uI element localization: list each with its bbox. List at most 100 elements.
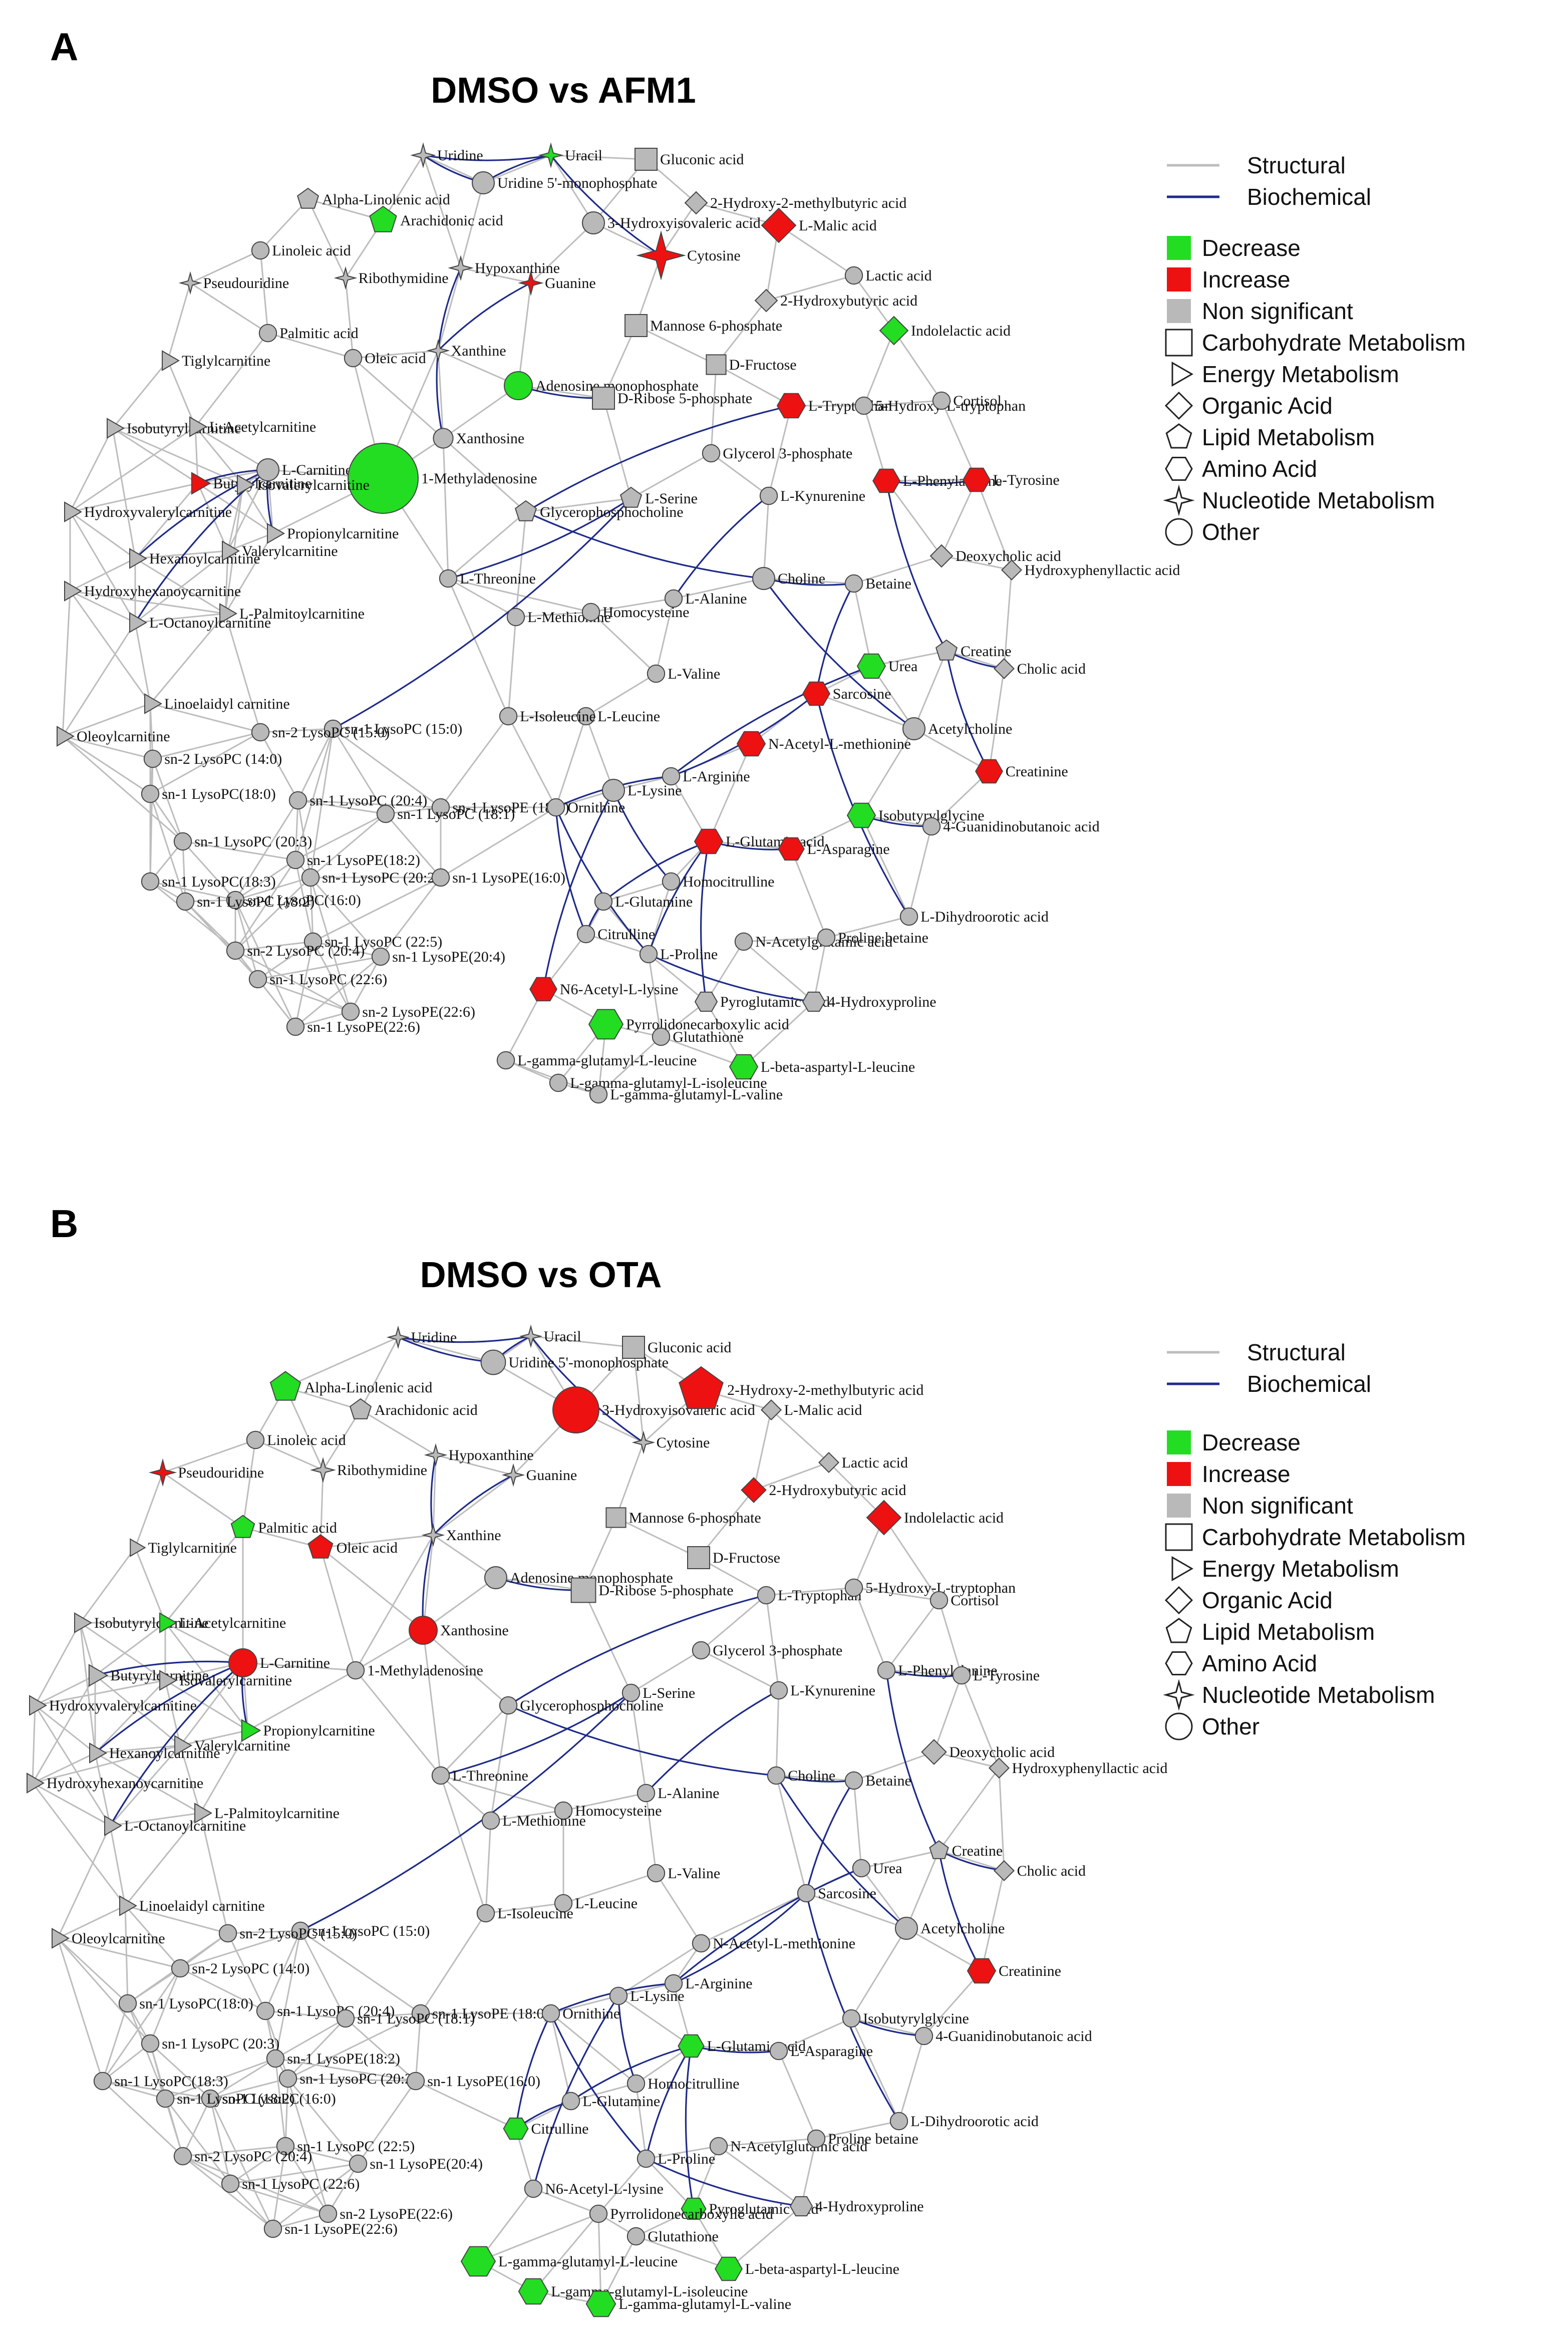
structural-edge xyxy=(62,591,71,737)
metabolite-node: D-Ribose 5-phosphate xyxy=(592,387,752,410)
node-marker xyxy=(702,444,721,463)
node-label: Xanthine xyxy=(451,343,506,359)
node-marker xyxy=(647,664,666,683)
node-marker xyxy=(201,2089,220,2108)
metabolite-node: Xanthosine xyxy=(433,428,524,449)
node-marker xyxy=(460,2246,496,2277)
legend-non-significant: Non significant xyxy=(1167,298,1353,324)
structural-edge xyxy=(165,1679,248,1731)
node-label: Cholic acid xyxy=(1017,661,1086,677)
metabolite-node: sn-1 LysoPC(18:0) xyxy=(118,1994,253,2013)
structural-edge xyxy=(182,2155,329,2215)
structural-edge xyxy=(179,1662,244,1746)
metabolite-node: 4-Guanidinobutanoic acid xyxy=(914,2026,1092,2045)
decrease-swatch xyxy=(1167,236,1191,260)
structural-edge xyxy=(257,941,313,980)
metabolite-node: L-Methionine xyxy=(481,1811,586,1830)
node-marker xyxy=(895,1917,918,1940)
node-label: Uracil xyxy=(565,147,602,164)
structural-edge xyxy=(197,482,273,534)
node-marker xyxy=(406,2072,425,2091)
biochemical-edge xyxy=(436,350,444,439)
node-marker xyxy=(993,1860,1015,1882)
structural-edge xyxy=(718,2138,817,2147)
legend-class-hexagon: Amino Acid xyxy=(1165,456,1317,482)
node-label: Gluconic acid xyxy=(660,151,744,168)
node-marker xyxy=(369,205,397,232)
biochemical-edge xyxy=(648,953,814,1003)
biochemical-edge xyxy=(508,1704,777,1777)
structural-edge xyxy=(886,479,977,482)
structural-edge xyxy=(312,941,352,1012)
node-marker xyxy=(844,1771,863,1790)
structural-edge xyxy=(905,1850,940,1929)
structural-edge xyxy=(850,1928,907,2019)
structural-edge xyxy=(234,800,299,901)
node-label: L-beta-aspartyl-L-leucine xyxy=(745,2261,899,2277)
structural-edge xyxy=(149,793,184,842)
metabolite-node: Pyrrolidonecarboxylic acid xyxy=(588,1009,789,1040)
metabolite-node: Glycerophosphocholine xyxy=(514,500,684,521)
structural-edge xyxy=(860,728,915,816)
node-marker xyxy=(576,925,595,944)
legend-decrease: Decrease xyxy=(1167,235,1301,261)
node-label: Linoelaidyl carnitine xyxy=(139,1898,265,1914)
node-marker xyxy=(585,2290,616,2317)
legend-label: Decrease xyxy=(1202,1429,1301,1455)
metabolite-node: Deoxycholic acid xyxy=(929,544,1061,568)
metabolite-node: sn-1 LysoPC (22:5) xyxy=(276,2137,415,2156)
metabolite-node: L-Proline xyxy=(639,945,718,964)
node-marker xyxy=(681,2197,707,2220)
structural-edge xyxy=(440,1775,492,1822)
node-marker xyxy=(899,907,918,926)
node-marker xyxy=(276,2137,295,2156)
node-label: Palmitic acid xyxy=(258,1520,337,1536)
structural-edge xyxy=(32,1744,181,1784)
triangle-icon xyxy=(1171,1556,1194,1582)
structural-edge xyxy=(287,2078,359,2164)
metabolite-node: Propionylcarnitine xyxy=(241,1719,375,1742)
structural-edge xyxy=(125,1905,228,1934)
structural-edge xyxy=(908,826,932,917)
node-marker xyxy=(636,230,686,280)
node-marker xyxy=(576,707,595,726)
node-label: sn-1 LysoPC (18:1) xyxy=(357,2010,475,2027)
metabolite-node: L-Palmitoylcarnitine xyxy=(194,1803,340,1824)
structural-edge xyxy=(227,484,244,551)
structural-edge xyxy=(69,591,151,704)
legend-label: Amino Acid xyxy=(1202,456,1317,482)
structural-edge xyxy=(197,483,229,551)
structural-edge xyxy=(883,1517,940,1601)
node-marker xyxy=(988,1757,1010,1779)
metabolite-node: L-Isoleucine xyxy=(499,707,596,726)
structural-edge xyxy=(860,1868,907,1929)
node-marker xyxy=(286,850,305,869)
node-label: Alpha-Linolenic acid xyxy=(304,1379,433,1396)
node-label: sn-1 LysoPC (20:3) xyxy=(162,2035,279,2052)
biochemical-edge xyxy=(555,807,650,955)
structural-edge xyxy=(32,1752,96,1784)
node-marker xyxy=(27,1773,45,1794)
node-label: sn-1 LysoPE(16:0) xyxy=(427,2073,540,2090)
increase-swatch xyxy=(1167,1462,1191,1486)
metabolite-node: Glutathione xyxy=(626,2227,719,2246)
node-label: Propionylcarnitine xyxy=(263,1722,375,1739)
structural-edge xyxy=(310,813,386,878)
structural-edge xyxy=(257,956,381,980)
legend-class-triangle: Energy Metabolism xyxy=(1171,1556,1399,1582)
metabolite-node: Cytosine xyxy=(636,230,741,280)
node-marker xyxy=(692,1641,711,1660)
legend-class-pentagon: Lipid Metabolism xyxy=(1165,423,1375,450)
node-marker xyxy=(159,1670,177,1691)
node-label: sn-1 LysoPE(18:2) xyxy=(287,2050,400,2067)
structural-edge xyxy=(165,1622,243,1664)
node-marker xyxy=(143,749,162,768)
structural-edge xyxy=(227,469,269,551)
metabolite-node: sn-2 LysoPC (20:4) xyxy=(226,941,365,960)
node-label: Gluconic acid xyxy=(648,1339,731,1356)
node-marker xyxy=(778,837,805,861)
structural-edge xyxy=(550,154,647,160)
node-label: L-Tyrosine xyxy=(993,472,1060,488)
metabolite-node: Palmitic acid xyxy=(230,1515,337,1538)
metabolite-node: Cortisol xyxy=(929,1591,999,1610)
